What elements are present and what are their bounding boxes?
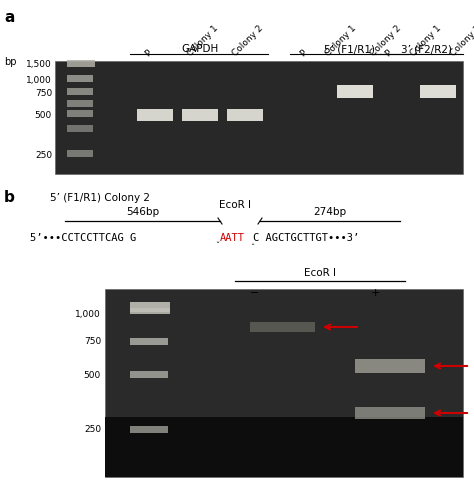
- Text: P: P: [299, 48, 309, 58]
- Bar: [105, 289, 463, 477]
- Text: 1,000: 1,000: [26, 75, 52, 84]
- Text: AATT: AATT: [220, 232, 245, 243]
- Bar: [130, 338, 168, 346]
- Bar: [227, 110, 263, 122]
- Text: 250: 250: [35, 150, 52, 159]
- Bar: [67, 61, 95, 68]
- Bar: [130, 426, 168, 433]
- Bar: [67, 111, 93, 118]
- Text: 1,500: 1,500: [26, 61, 52, 69]
- Bar: [105, 417, 463, 477]
- Text: a: a: [4, 10, 14, 25]
- Bar: [420, 86, 456, 99]
- Bar: [130, 308, 170, 314]
- Text: +: +: [370, 287, 380, 297]
- Text: P: P: [383, 48, 394, 58]
- Text: 3’ (F2/R2): 3’ (F2/R2): [401, 44, 452, 54]
- Bar: [137, 110, 173, 122]
- Bar: [355, 359, 425, 373]
- Text: ˇ: ˇ: [215, 242, 219, 250]
- Text: 750: 750: [35, 88, 52, 97]
- Text: 5’ (F1/R1): 5’ (F1/R1): [325, 44, 375, 54]
- Text: 5’ (F1/R1) Colony 2: 5’ (F1/R1) Colony 2: [50, 193, 150, 203]
- Text: Colony 2: Colony 2: [231, 23, 265, 58]
- Text: 5’•••CCTCCTTCAG G: 5’•••CCTCCTTCAG G: [30, 232, 136, 243]
- Bar: [337, 86, 373, 99]
- Text: 500: 500: [84, 370, 101, 379]
- Bar: [67, 101, 93, 108]
- Text: ˆ: ˆ: [250, 244, 254, 252]
- Text: EcoR I: EcoR I: [219, 200, 251, 209]
- Bar: [130, 371, 168, 378]
- Text: 250: 250: [84, 425, 101, 434]
- Bar: [67, 76, 93, 83]
- Text: Colony 1: Colony 1: [409, 23, 443, 58]
- Bar: [67, 126, 93, 133]
- Bar: [55, 62, 463, 175]
- Bar: [182, 110, 218, 122]
- Text: bp: bp: [4, 57, 17, 67]
- Bar: [130, 303, 170, 312]
- Bar: [67, 151, 93, 158]
- Text: C AGCTGCTTGT•••3’: C AGCTGCTTGT•••3’: [253, 232, 359, 243]
- Text: GAPDH: GAPDH: [182, 44, 219, 54]
- Text: −: −: [250, 287, 260, 297]
- Text: 1,000: 1,000: [75, 310, 101, 319]
- Bar: [67, 89, 93, 96]
- Bar: [355, 407, 425, 419]
- Text: 500: 500: [35, 110, 52, 119]
- Text: 546bp: 546bp: [126, 206, 159, 217]
- Text: 274bp: 274bp: [313, 206, 346, 217]
- Text: 750: 750: [84, 337, 101, 346]
- Bar: [250, 323, 315, 332]
- Text: P: P: [144, 48, 154, 58]
- Text: Colony 1: Colony 1: [186, 23, 220, 58]
- Text: b: b: [4, 190, 15, 204]
- Text: Colony 1: Colony 1: [324, 23, 358, 58]
- Text: Colony 2: Colony 2: [448, 23, 474, 58]
- Text: EcoR I: EcoR I: [304, 267, 336, 278]
- Text: Colony 2: Colony 2: [369, 23, 403, 58]
